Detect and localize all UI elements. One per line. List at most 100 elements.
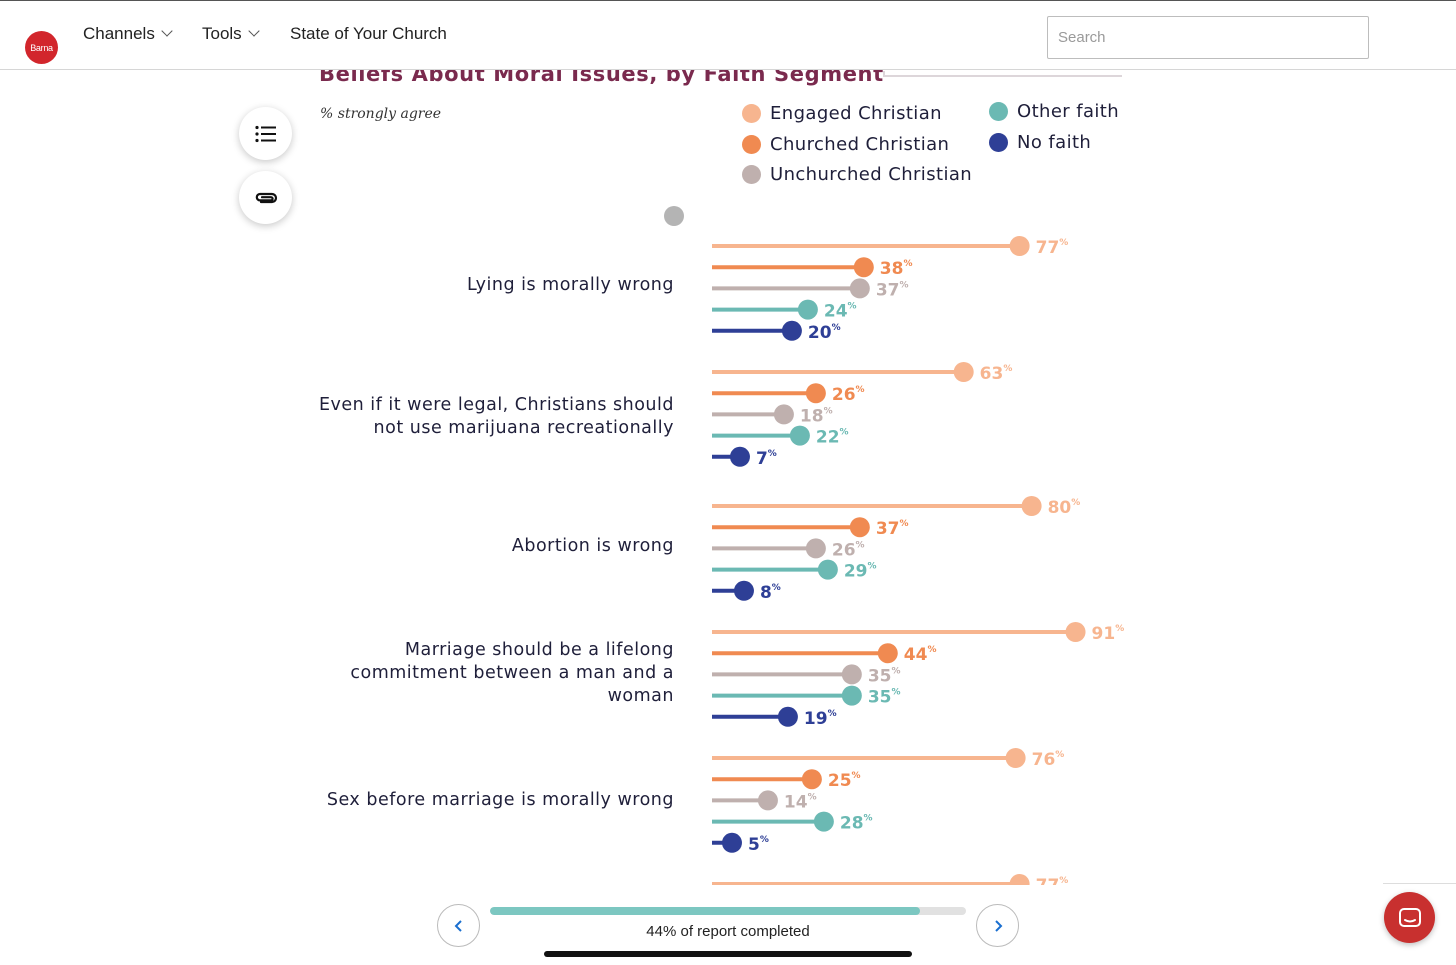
legend-label: No faith	[1017, 132, 1092, 153]
bar-end-dot	[877, 643, 898, 664]
next-page-button[interactable]	[976, 904, 1019, 947]
bar-end-dot	[733, 580, 754, 601]
previous-page-button[interactable]	[437, 904, 480, 947]
nav-tools[interactable]: Tools	[202, 24, 260, 44]
paperclip-icon	[255, 192, 277, 203]
bar-end-dot	[781, 320, 802, 341]
bar-end-dot	[729, 446, 750, 467]
legend-dot	[989, 102, 1008, 121]
list-icon	[254, 125, 276, 142]
bar-end-dot	[841, 685, 862, 706]
data-label: 25%	[828, 771, 861, 791]
data-label: 76%	[1032, 750, 1065, 770]
top-navigation-bar: Barna Channels Tools State of Your Churc…	[0, 0, 1456, 70]
category-label-line: Even if it were legal, Christians should	[318, 395, 674, 415]
data-label: 18%	[800, 406, 833, 426]
bar-end-dot	[813, 811, 834, 832]
legend-engaged-christian: Engaged Christian	[742, 103, 942, 124]
data-label: 77%	[1036, 238, 1069, 258]
report-progress-fill	[490, 907, 920, 915]
search-input[interactable]	[1047, 16, 1369, 59]
nav-channels-label: Channels	[83, 24, 155, 43]
legend-label: Unchurched Christian	[770, 164, 973, 185]
category-label-line: commitment between a man and a	[350, 663, 674, 683]
legend-churched-christian: Churched Christian	[742, 134, 949, 155]
data-label: 37%	[876, 280, 909, 300]
bar-end-dot	[797, 299, 818, 320]
bar-end-dot	[773, 404, 794, 425]
chevron-down-icon	[161, 25, 173, 37]
legend-label: Engaged Christian	[770, 103, 942, 124]
data-label: 19%	[804, 709, 837, 729]
nav-state-of-your-church[interactable]: State of Your Church	[290, 24, 447, 44]
data-label: 20%	[808, 323, 841, 343]
bar-end-dot	[757, 790, 778, 811]
barna-logo[interactable]: Barna	[25, 31, 58, 64]
category-label-line: Marriage should be a lifelong	[404, 640, 674, 660]
data-label: 5%	[748, 835, 769, 855]
bar-end-dot	[805, 538, 826, 559]
bar-end-dot	[789, 425, 810, 446]
chat-button[interactable]	[1384, 892, 1435, 943]
category-label-line: Sex before marriage is morally wrong	[326, 790, 674, 810]
bar-end-dot	[1021, 496, 1042, 516]
data-label: 91%	[1092, 624, 1125, 644]
data-label: 80%	[1048, 498, 1081, 518]
data-label: 38%	[880, 259, 913, 279]
attachments-button[interactable]	[239, 171, 292, 224]
bar-end-dot	[1065, 622, 1086, 642]
category-label-line: woman	[607, 686, 674, 706]
table-of-contents-button[interactable]	[239, 107, 292, 160]
data-label: 22%	[816, 428, 849, 448]
data-label: 24%	[824, 302, 857, 322]
home-indicator	[544, 951, 912, 957]
category-label-line: not use marijuana recreationally	[373, 418, 674, 438]
data-label: 29%	[844, 562, 877, 582]
legend-dot	[742, 165, 761, 184]
data-label: 37%	[876, 519, 909, 539]
bar-end-dot	[801, 769, 822, 790]
bar-end-dot	[853, 257, 874, 278]
bar-end-dot	[817, 559, 838, 580]
bar-end-dot	[849, 278, 870, 299]
data-label: 44%	[904, 645, 937, 665]
category-label-line: Abortion is wrong	[511, 536, 674, 556]
category-label-marijuana: Even if it were legal, Christians should…	[319, 394, 674, 440]
chevron-down-icon	[248, 25, 260, 37]
report-progress-label: 44% of report completed	[646, 923, 810, 940]
data-label: 28%	[840, 814, 873, 834]
category-label-line: Lying is morally wrong	[466, 275, 674, 295]
data-label: 8%	[760, 583, 781, 603]
report-progress-bar	[490, 907, 966, 915]
data-label: 63%	[980, 364, 1013, 384]
nav-tools-label: Tools	[202, 24, 242, 43]
category-label-lying: Lying is morally wrong	[467, 274, 674, 297]
bar-end-dot	[841, 664, 862, 685]
chat-divider	[1383, 883, 1456, 884]
legend-dot	[989, 133, 1008, 152]
nav-channels[interactable]: Channels	[83, 24, 173, 44]
bar-end-dot	[805, 383, 826, 404]
legend-label: Churched Christian	[770, 134, 950, 155]
chat-icon	[1398, 907, 1421, 927]
chevron-right-icon	[994, 919, 1002, 932]
data-label: 26%	[832, 385, 865, 405]
bar-end-dot	[849, 517, 870, 538]
bar-end-dot	[1009, 236, 1030, 256]
decorative-dot	[664, 206, 684, 226]
data-label: 14%	[784, 792, 817, 812]
bar-end-dot	[953, 362, 974, 382]
category-label-abortion: Abortion is wrong	[512, 535, 674, 558]
legend-label: Other faith	[1017, 101, 1120, 122]
data-label: 35%	[868, 666, 901, 686]
legend-dot	[742, 104, 761, 123]
chart-subtitle: % strongly agree	[320, 106, 442, 122]
bar-end-dot	[1005, 748, 1026, 768]
category-label-marriage: Marriage should be a lifelong commitment…	[350, 639, 674, 708]
data-label: 7%	[756, 449, 777, 469]
legend-unchurched-christian: Unchurched Christian	[742, 164, 972, 185]
legend-other-faith: Other faith	[989, 101, 1119, 122]
legend-no-faith: No faith	[989, 132, 1091, 153]
chevron-left-icon	[454, 919, 462, 932]
